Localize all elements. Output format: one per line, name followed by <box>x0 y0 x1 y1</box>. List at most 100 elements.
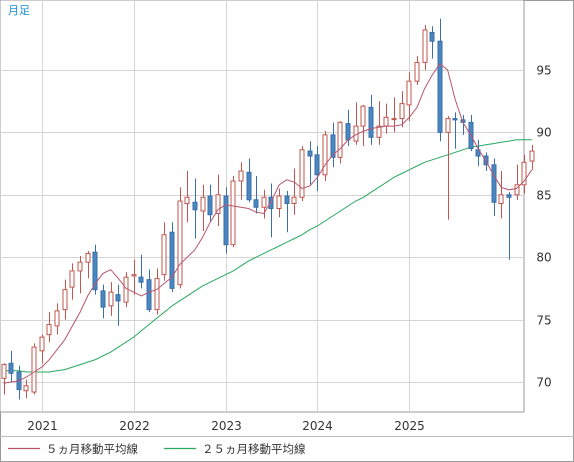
candle <box>177 187 183 289</box>
candle-body <box>207 195 213 216</box>
candle-body <box>8 362 14 374</box>
candle-body <box>521 161 527 186</box>
candle-body <box>192 201 198 211</box>
candle <box>23 379 29 399</box>
candle <box>452 112 458 149</box>
candle-body <box>85 252 91 263</box>
candle <box>475 139 481 167</box>
candle <box>360 104 366 147</box>
legend-ma5-label: ５ヵ月移動平均線 <box>46 442 138 456</box>
candle-body <box>322 134 328 176</box>
candle <box>108 282 114 316</box>
candle-body <box>445 118 451 133</box>
period-label: 月足 <box>8 4 30 17</box>
candle-body <box>261 196 267 208</box>
candle-body <box>138 276 144 283</box>
candle <box>169 222 175 293</box>
candle <box>246 158 252 203</box>
candle-body <box>215 194 221 214</box>
candle <box>192 178 198 239</box>
candle <box>284 191 290 233</box>
y-axis-labels: 70 75 80 85 90 95 <box>536 64 551 390</box>
candle <box>314 146 320 192</box>
candle-body <box>46 324 52 336</box>
candle <box>123 272 129 308</box>
candle <box>184 171 190 223</box>
candle-body <box>62 289 68 311</box>
candle <box>337 121 343 164</box>
candle-body <box>161 234 167 276</box>
candle <box>299 146 305 202</box>
ma25-line <box>3 139 532 373</box>
y-tick-label-70: 70 <box>536 376 551 390</box>
candle-body <box>498 194 504 205</box>
candle-body <box>31 346 37 393</box>
candle <box>437 18 443 142</box>
candle <box>414 56 420 85</box>
candle <box>154 268 160 315</box>
candle-body <box>391 118 397 121</box>
candle <box>445 116 451 220</box>
candle-body <box>529 150 535 162</box>
candle-body <box>253 199 259 208</box>
candle <box>77 255 83 294</box>
candle-body <box>437 40 443 133</box>
candle-body <box>376 125 382 138</box>
x-tick-label-2022: 2022 <box>119 419 150 433</box>
candle-body <box>154 277 160 311</box>
candle <box>498 171 504 219</box>
candle-body <box>345 123 351 141</box>
candle <box>514 164 520 200</box>
candle <box>238 162 244 200</box>
legend: ５ヵ月移動平均線 ２５ヵ月移動平均線 <box>8 442 306 456</box>
candle <box>46 312 52 343</box>
candle <box>207 184 213 223</box>
candle-body <box>506 194 512 198</box>
y-tick-label-85: 85 <box>536 189 551 203</box>
candle-body <box>406 80 412 106</box>
candle <box>406 72 412 122</box>
candle-body <box>223 195 229 246</box>
candle-body <box>268 196 274 209</box>
candle-body <box>429 31 435 42</box>
candle <box>200 184 206 231</box>
ma5-line <box>3 62 533 384</box>
candle-body <box>77 261 83 272</box>
candle <box>253 176 259 214</box>
candle-body <box>399 103 405 120</box>
candle-body <box>514 184 520 196</box>
candle <box>39 334 45 364</box>
candle-body <box>1 364 7 379</box>
candle-body <box>100 290 106 308</box>
candle-body <box>23 385 29 392</box>
candle <box>422 24 428 70</box>
x-tick-label-2025: 2025 <box>394 419 425 433</box>
candle-body <box>330 134 336 158</box>
candle-body <box>131 274 137 277</box>
candle-body <box>291 196 297 205</box>
candle-body <box>54 310 60 327</box>
candle <box>223 187 229 254</box>
candle <box>69 263 75 300</box>
candle-body <box>368 106 374 138</box>
candle-body <box>360 105 366 127</box>
candle <box>100 284 106 319</box>
candle <box>521 154 527 194</box>
candle <box>8 350 14 383</box>
candle-body <box>238 170 244 182</box>
candle-body <box>230 180 236 246</box>
candle <box>1 363 7 395</box>
candle <box>230 176 236 248</box>
candle <box>131 259 137 295</box>
candle-body <box>123 276 129 303</box>
candle-body <box>69 270 75 288</box>
candle-body <box>414 61 420 82</box>
candle-body <box>246 171 252 201</box>
candle-body <box>475 149 481 157</box>
candle <box>276 188 282 218</box>
candle <box>54 303 60 335</box>
candle-body <box>146 279 152 311</box>
candle-body <box>200 196 206 212</box>
candle-body <box>92 251 98 291</box>
